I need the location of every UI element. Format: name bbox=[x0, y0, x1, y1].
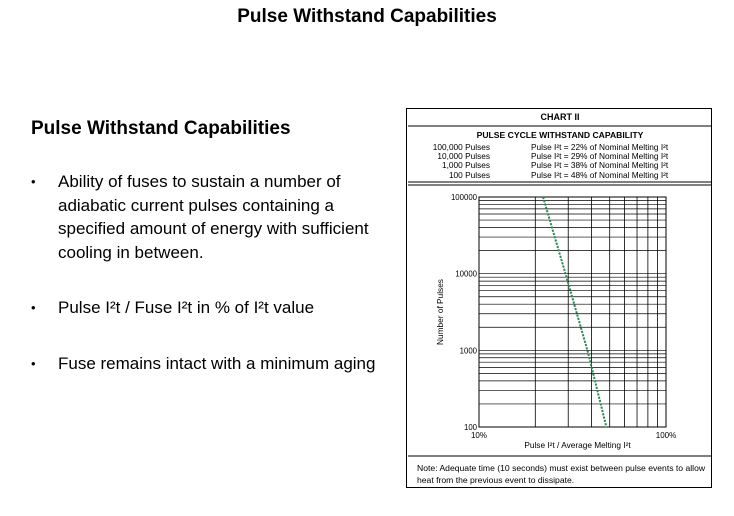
bullet-list: • Ability of fuses to sustain a number o… bbox=[31, 170, 396, 375]
bullet-dot-icon: • bbox=[31, 300, 36, 315]
chart-figure: CHART II PULSE CYCLE WITHSTAND CAPABILIT… bbox=[406, 108, 712, 488]
bullet-item: • Ability of fuses to sustain a number o… bbox=[31, 170, 396, 264]
chart-grid bbox=[479, 197, 666, 427]
bullet-item: • Fuse remains intact with a minimum agi… bbox=[31, 352, 396, 376]
y-axis-ticks: 100000 10000 1000 100 bbox=[451, 193, 478, 432]
y-tick-label: 10000 bbox=[455, 270, 477, 279]
table-title: PULSE CYCLE WITHSTAND CAPABILITY bbox=[477, 130, 644, 140]
x-tick-label: 100% bbox=[656, 431, 676, 440]
bullet-dot-icon: • bbox=[31, 174, 36, 189]
x-tick-label: 10% bbox=[471, 431, 487, 440]
table-condition-cell: Pulse I²t = 38% of Nominal Melting I²t bbox=[531, 160, 669, 170]
y-axis-label: Number of Pulses bbox=[435, 279, 445, 345]
table-condition-cell: Pulse I²t = 29% of Nominal Melting I²t bbox=[531, 151, 669, 161]
x-axis-label: Pulse I²t / Average Melting I²t bbox=[524, 440, 631, 450]
series-line bbox=[542, 196, 608, 428]
y-tick-label: 100000 bbox=[451, 193, 478, 202]
bullet-dot-icon: • bbox=[31, 355, 36, 371]
table-condition-cell: Pulse I²t = 22% of Nominal Melting I²t bbox=[531, 142, 669, 152]
table-pulses-cell: 100 Pulses bbox=[449, 170, 490, 180]
bullet-text: Pulse I²t / Fuse I²t in % of I²t value bbox=[58, 298, 315, 317]
table-pulses-cell: 100,000 Pulses bbox=[433, 142, 490, 152]
x-axis-ticks: 10% 100% bbox=[471, 431, 676, 440]
table-condition-cell: Pulse I²t = 48% of Nominal Melting I²t bbox=[531, 170, 669, 180]
plot-area bbox=[478, 196, 667, 428]
bullet-item: • Pulse I²t / Fuse I²t in % of I²t value bbox=[31, 296, 396, 320]
bullet-text: Ability of fuses to sustain a number of … bbox=[58, 172, 369, 262]
slide-title: Pulse Withstand Capabilities bbox=[237, 6, 497, 27]
y-tick-label: 100 bbox=[464, 423, 478, 432]
table-pulses-cell: 1,000 Pulses bbox=[442, 160, 490, 170]
chart-note: Note: Adequate time (10 seconds) must ex… bbox=[417, 463, 706, 485]
chart-label: CHART II bbox=[541, 112, 580, 122]
pulse-chart-svg: CHART II PULSE CYCLE WITHSTAND CAPABILIT… bbox=[408, 112, 712, 457]
bullet-text: Fuse remains intact with a minimum aging bbox=[58, 353, 376, 373]
section-heading: Pulse Withstand Capabilities bbox=[31, 118, 291, 139]
y-tick-label: 1000 bbox=[460, 346, 478, 355]
chart-series bbox=[542, 196, 608, 428]
table-pulses-cell: 10,000 Pulses bbox=[437, 151, 490, 161]
